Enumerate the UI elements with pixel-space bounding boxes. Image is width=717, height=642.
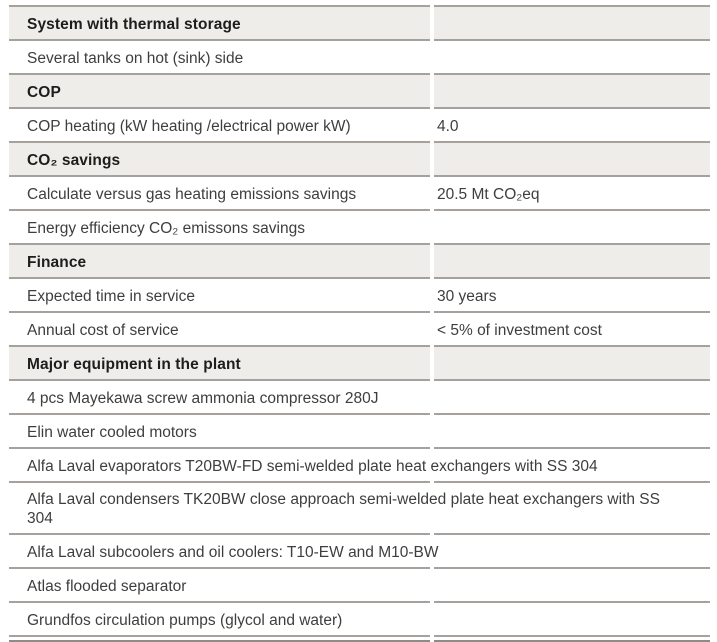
spec-label: Expected time in service	[27, 287, 195, 305]
spec-label: Calculate versus gas heating emissions s…	[27, 185, 357, 203]
spec-label: Energy efficiency CO₂ emissons savings	[27, 219, 305, 237]
row-bg-left	[9, 449, 430, 483]
spec-value: 30 years	[437, 287, 497, 305]
row-bg-right	[434, 7, 710, 41]
section-title: Finance	[27, 253, 87, 271]
spec-label: Alfa Laval subcoolers and oil coolers: T…	[27, 543, 439, 561]
spec-row: Alfa Laval subcoolers and oil coolers: T…	[9, 535, 710, 569]
section-header-row: Major equipment in the plant	[9, 347, 710, 381]
spec-row: Several tanks on hot (sink) side	[9, 41, 710, 75]
spec-label: Alfa Laval condensers TK20BW close appro…	[27, 491, 660, 527]
spec-row: Grundfos circulation pumps (glycol and w…	[9, 603, 710, 637]
row-bg-right	[434, 483, 710, 535]
row-bg-left	[9, 7, 430, 41]
row-bg-left	[9, 313, 430, 347]
row-bg-left	[9, 603, 430, 637]
row-bg-left	[9, 177, 430, 211]
specification-table: System with thermal storage Several tank…	[9, 5, 710, 642]
row-bg-left	[9, 75, 430, 109]
spec-label: Elin water cooled motors	[27, 423, 197, 441]
row-bg-left	[9, 109, 430, 143]
section-title: CO₂ savings	[27, 151, 121, 169]
row-bg-right	[434, 177, 710, 211]
row-bg-left	[9, 41, 430, 75]
rule-segment-right	[434, 5, 710, 7]
row-bg-left	[9, 143, 430, 177]
spec-row: Calculate versus gas heating emissions s…	[9, 177, 710, 211]
row-bg-left	[9, 245, 430, 279]
row-bg-right	[434, 279, 710, 313]
section-header-row: System with thermal storage	[9, 7, 710, 41]
spec-row: COP heating (kW heating /electrical powe…	[9, 109, 710, 143]
spec-value: 20.5 Mt CO₂eq	[437, 185, 540, 203]
row-bg-right	[434, 415, 710, 449]
spec-label: Grundfos circulation pumps (glycol and w…	[27, 611, 343, 629]
section-header-row: COP	[9, 75, 710, 109]
row-bg-right	[434, 75, 710, 109]
spec-label: Several tanks on hot (sink) side	[27, 49, 244, 67]
next-section-cutoff-strip	[9, 640, 710, 642]
spec-row: Alfa Laval evaporators T20BW-FD semi-wel…	[9, 449, 710, 483]
row-bg-right	[434, 347, 710, 381]
section-title: COP	[27, 83, 61, 101]
spec-row: Annual cost of service < 5% of investmen…	[9, 313, 710, 347]
row-bg-right	[434, 41, 710, 75]
rule-segment-left	[9, 5, 430, 7]
row-bg-left	[9, 381, 430, 415]
row-bg-right	[434, 109, 710, 143]
row-bg-left	[9, 569, 430, 603]
table-top-rule	[9, 5, 710, 7]
row-bg-right	[434, 449, 710, 483]
row-bg-right	[434, 211, 710, 245]
spec-row: Atlas flooded separator	[9, 569, 710, 603]
row-bg-left	[9, 483, 430, 535]
row-bg-left	[9, 279, 430, 313]
row-bg-right	[434, 603, 710, 637]
section-header-row: Finance	[9, 245, 710, 279]
row-bg-right	[434, 569, 710, 603]
spec-row: 4 pcs Mayekawa screw ammonia compressor …	[9, 381, 710, 415]
row-bg-right	[434, 535, 710, 569]
spec-value: < 5% of investment cost	[437, 321, 602, 339]
row-bg-left	[9, 347, 430, 381]
spec-row: Elin water cooled motors	[9, 415, 710, 449]
row-bg-left	[9, 211, 430, 245]
section-header-row: CO₂ savings	[9, 143, 710, 177]
spec-row: Expected time in service 30 years	[9, 279, 710, 313]
row-bg-left	[9, 415, 430, 449]
section-title: Major equipment in the plant	[27, 355, 241, 373]
rule-segment-right	[434, 640, 710, 642]
rule-segment-left	[9, 640, 430, 642]
row-bg-right	[434, 381, 710, 415]
row-bg-right	[434, 245, 710, 279]
spec-row: Energy efficiency CO₂ emissons savings	[9, 211, 710, 245]
row-bg-right	[434, 143, 710, 177]
section-title: System with thermal storage	[27, 15, 241, 33]
row-bg-right	[434, 313, 710, 347]
spec-row: Alfa Laval condensers TK20BW close appro…	[9, 483, 710, 535]
spec-value: 4.0	[437, 117, 459, 135]
spec-label: Annual cost of service	[27, 321, 179, 339]
spec-label: Alfa Laval evaporators T20BW-FD semi-wel…	[27, 457, 598, 475]
row-bg-left	[9, 535, 430, 569]
spec-label: COP heating (kW heating /electrical powe…	[27, 117, 351, 135]
spec-label: 4 pcs Mayekawa screw ammonia compressor …	[27, 389, 379, 407]
spec-label: Atlas flooded separator	[27, 577, 187, 595]
